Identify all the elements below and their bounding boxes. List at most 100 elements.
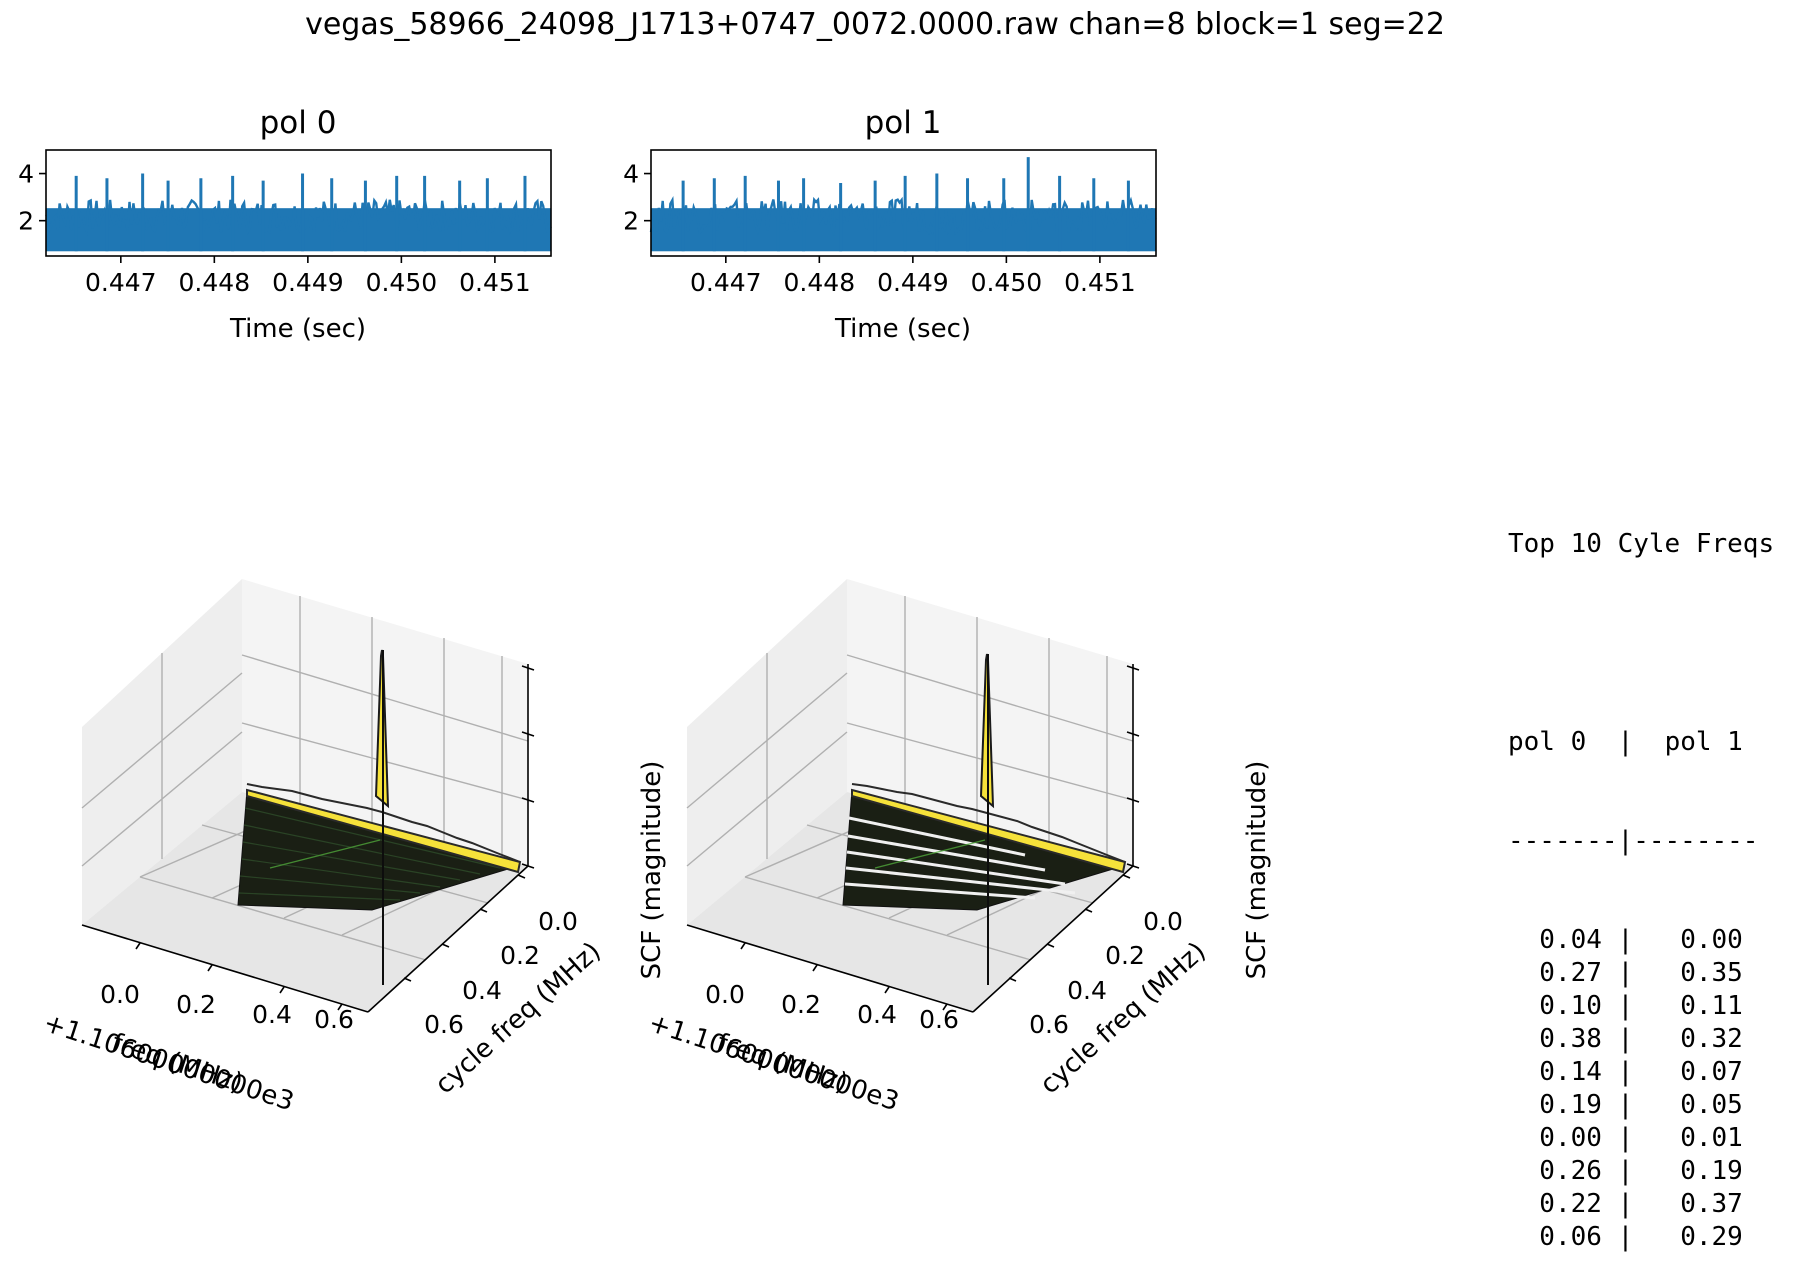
cyclefreq-tick (1122, 874, 1131, 879)
scf-tick (521, 863, 535, 869)
scf-tick (1126, 731, 1140, 737)
freq-tick-label: 0.0 (705, 980, 745, 1009)
pol1-value: 0.37 (1680, 1189, 1743, 1219)
signal-envelope (649, 195, 1157, 237)
pol0-xlabel: Time (sec) (229, 314, 366, 344)
pol1-signal-trace (649, 157, 1157, 252)
pol0-value: 0.22 (1508, 1189, 1602, 1219)
table-row: 0.22 | 0.37 (1508, 1189, 1743, 1219)
pol0-value: 0.38 (1508, 1024, 1602, 1054)
pol0-x-ticks: 0.447 0.448 0.449 0.450 0.451 (85, 256, 531, 297)
x-tick-label: 0.451 (459, 268, 531, 297)
pol0-freq-ticks: 0.0 0.2 0.4 0.6 (100, 942, 354, 1034)
x-tick-label: 0.450 (366, 268, 438, 297)
pol0-scf-label: SCF (magnitude) (637, 761, 667, 980)
freq-tick-label: 0.0 (100, 980, 140, 1009)
pol1-surface-strips (844, 816, 1076, 900)
pol0-value: 0.04 (1508, 925, 1602, 955)
pol0-title: pol 0 (260, 105, 337, 141)
table-row: 0.26 | 0.19 (1508, 1156, 1743, 1186)
pol1-timeseries-panel: pol 1 0.447 0.448 0.449 0.450 0.451 24 Time … (623, 105, 1157, 344)
pol1-title: pol 1 (865, 105, 942, 141)
pol1-scf-label: SCF (magnitude) (1242, 761, 1272, 980)
y-tick-label: 4 (18, 160, 34, 189)
pol1-value: 0.19 (1680, 1156, 1743, 1186)
pol1-value: 0.29 (1680, 1222, 1743, 1252)
scf-tick (521, 731, 535, 737)
pol1-freq-label: freq (MHz) (713, 1028, 852, 1099)
scf-tick (521, 665, 535, 671)
figure: vegas_58966_24098_J1713+0747_0072.0000.r… (18, 7, 1445, 1117)
pol0-freq-label: freq (MHz) (108, 1028, 247, 1099)
pol1-cyclefreq-ticks: 0.0 0.2 0.4 0.6 (1008, 874, 1183, 1039)
x-tick-label: 0.449 (272, 268, 344, 297)
pol0-value: 0.10 (1508, 991, 1602, 1021)
pol1-scf-surface-panel: 0.0 0.2 0.4 0.6 0.00.20.40.6 +1.10600000000… (645, 579, 1272, 1117)
table-header-pol0: pol 0 (1508, 727, 1587, 757)
cyclefreq-tick (1008, 977, 1017, 982)
y-tick-label: 2 (623, 207, 639, 236)
x-tick-label: 0.450 (971, 268, 1043, 297)
cyclefreq-tick-label: 0.2 (1105, 941, 1145, 970)
pol1-value: 0.32 (1680, 1024, 1743, 1054)
pol0-value: 0.26 (1508, 1156, 1602, 1186)
table-divider: -------|-------- (1508, 826, 1759, 856)
cyclefreq-tick (479, 908, 488, 913)
cyclefreq-tick-label: 0.6 (1029, 1010, 1069, 1039)
pol0-value: 0.19 (1508, 1090, 1602, 1120)
freq-tick-label: 0.4 (857, 1000, 897, 1029)
scf-tick (1126, 797, 1140, 803)
top-cycle-freqs-table: Top 10 Cyle Freqs pol 0 | pol 1 -------|… (1508, 462, 1794, 1287)
freq-tick (135, 942, 141, 950)
scf-tick (521, 797, 535, 803)
pol0-axes-frame (45, 149, 552, 257)
cyclefreq-tick-label: 0.0 (538, 907, 578, 936)
freq-tick-label: 0.6 (314, 1005, 354, 1034)
table-row: 0.38 | 0.32 (1508, 1024, 1743, 1054)
table-row: 0.14 | 0.07 (1508, 1057, 1743, 1087)
pol1-surface (842, 653, 1127, 985)
pol1-xlabel: Time (sec) (834, 314, 971, 344)
table-header-pol1: pol 1 (1664, 727, 1743, 757)
pol0-scf-surface-panel: 0.0 0.2 0.4 0.6 0.00.20.40.6 +1.10600000000… (40, 579, 667, 1117)
pol0-value: 0.00 (1508, 1123, 1602, 1153)
freq-tick (337, 1003, 343, 1011)
table-title: Top 10 Cyle Freqs (1508, 529, 1775, 559)
pol1-value: 0.01 (1680, 1123, 1743, 1153)
freq-tick-label: 0.6 (919, 1005, 959, 1034)
cyclefreq-tick (517, 874, 526, 879)
table-row: 0.00 | 0.01 (1508, 1123, 1743, 1153)
cyclefreq-tick (441, 943, 450, 948)
scf-tick (1126, 863, 1140, 869)
cyclefreq-tick (1046, 943, 1055, 948)
freq-tick (740, 942, 746, 950)
x-tick-label: 0.447 (690, 268, 762, 297)
x-tick-label: 0.448 (784, 268, 856, 297)
x-tick-label: 0.449 (877, 268, 949, 297)
signal-envelope (45, 197, 552, 236)
pol1-axes-frame (650, 149, 1157, 257)
table-row: 0.04 | 0.00 (1508, 925, 1743, 955)
y-tick-label: 4 (623, 160, 639, 189)
pol1-value: 0.11 (1680, 991, 1743, 1021)
cyclefreq-tick-label: 0.4 (1067, 976, 1107, 1005)
freq-tick (812, 964, 818, 972)
pol1-value: 0.07 (1680, 1057, 1743, 1087)
cyclefreq-tick (403, 977, 412, 982)
pol1-x-ticks: 0.447 0.448 0.449 0.450 0.451 (690, 256, 1136, 297)
freq-tick-label: 0.2 (781, 990, 821, 1019)
freq-tick (942, 1003, 948, 1011)
table-rows: 0.04 | 0.00 0.27 | 0.35 0.10 | 0.11 0.38… (1508, 924, 1794, 1254)
cyclefreq-tick-label: 0.4 (462, 976, 502, 1005)
scf-tick (1126, 665, 1140, 671)
freq-tick-label: 0.2 (176, 990, 216, 1019)
cyclefreq-tick-label: 0.0 (1143, 907, 1183, 936)
pol0-scf-ticks (521, 665, 535, 869)
figure-suptitle: vegas_58966_24098_J1713+0747_0072.0000.r… (305, 7, 1445, 42)
freq-tick (279, 986, 285, 994)
pol0-cyclefreq-ticks: 0.0 0.2 0.4 0.6 (403, 874, 578, 1039)
pol1-value: 0.35 (1680, 958, 1743, 988)
pol0-signal-trace (45, 173, 552, 252)
table-header: pol 0 | pol 1 (1508, 727, 1743, 757)
x-tick-label: 0.447 (85, 268, 157, 297)
